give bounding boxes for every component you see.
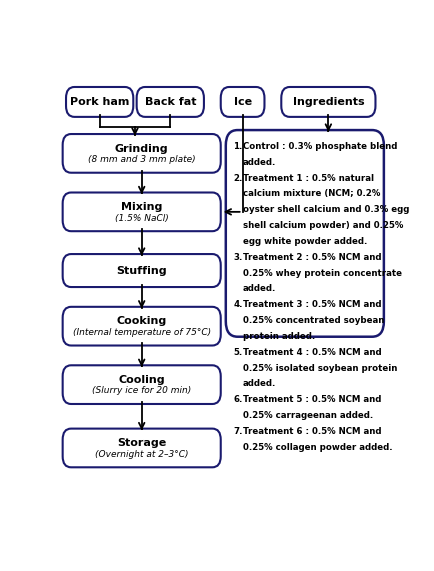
Text: 0.25% concentrated soybean: 0.25% concentrated soybean xyxy=(243,316,384,325)
Text: 6.: 6. xyxy=(233,395,243,404)
Text: protein added.: protein added. xyxy=(243,332,315,341)
Text: Back fat: Back fat xyxy=(145,97,196,107)
Text: Mixing: Mixing xyxy=(121,202,162,212)
Text: Cooling: Cooling xyxy=(118,375,165,385)
Text: (8 mm and 3 mm plate): (8 mm and 3 mm plate) xyxy=(88,155,195,164)
Text: 3.: 3. xyxy=(233,253,243,262)
FancyBboxPatch shape xyxy=(62,134,221,172)
Text: Control : 0.3% phosphate blend: Control : 0.3% phosphate blend xyxy=(243,142,397,151)
Text: Treatment 6 : 0.5% NCM and: Treatment 6 : 0.5% NCM and xyxy=(243,427,381,436)
FancyBboxPatch shape xyxy=(66,87,133,117)
Text: oyster shell calcium and 0.3% egg: oyster shell calcium and 0.3% egg xyxy=(243,205,409,214)
Text: 4.: 4. xyxy=(233,300,243,309)
Text: added.: added. xyxy=(243,284,276,293)
Text: 0.25% carrageenan added.: 0.25% carrageenan added. xyxy=(243,411,373,420)
Text: (Internal temperature of 75°C): (Internal temperature of 75°C) xyxy=(72,328,211,337)
Text: egg white powder added.: egg white powder added. xyxy=(243,237,367,246)
Text: 7.: 7. xyxy=(233,427,243,436)
Text: calcium mixture (NCM; 0.2%: calcium mixture (NCM; 0.2% xyxy=(243,190,380,199)
Text: (Overnight at 2–3°C): (Overnight at 2–3°C) xyxy=(95,449,188,459)
FancyBboxPatch shape xyxy=(226,130,384,337)
FancyBboxPatch shape xyxy=(137,87,204,117)
Text: Ice: Ice xyxy=(233,97,252,107)
Text: (Slurry ice for 20 min): (Slurry ice for 20 min) xyxy=(92,387,191,395)
Text: 0.25% isolated soybean protein: 0.25% isolated soybean protein xyxy=(243,364,397,372)
Text: added.: added. xyxy=(243,379,276,388)
FancyBboxPatch shape xyxy=(281,87,375,117)
Text: Treatment 5 : 0.5% NCM and: Treatment 5 : 0.5% NCM and xyxy=(243,395,381,404)
FancyBboxPatch shape xyxy=(62,429,221,467)
Text: Stuffing: Stuffing xyxy=(116,266,167,276)
Text: Treatment 2 : 0.5% NCM and: Treatment 2 : 0.5% NCM and xyxy=(243,253,381,262)
Text: added.: added. xyxy=(243,158,276,167)
Text: Grinding: Grinding xyxy=(115,143,168,154)
Text: Pork ham: Pork ham xyxy=(70,97,129,107)
Text: shell calcium powder) and 0.25%: shell calcium powder) and 0.25% xyxy=(243,221,403,230)
Text: 0.25% collagen powder added.: 0.25% collagen powder added. xyxy=(243,443,392,452)
Text: Treatment 4 : 0.5% NCM and: Treatment 4 : 0.5% NCM and xyxy=(243,348,381,357)
Text: (1.5% NaCl): (1.5% NaCl) xyxy=(115,214,168,223)
Text: Storage: Storage xyxy=(117,438,166,448)
FancyBboxPatch shape xyxy=(62,192,221,231)
Text: Treatment 3 : 0.5% NCM and: Treatment 3 : 0.5% NCM and xyxy=(243,300,381,309)
Text: 5.: 5. xyxy=(233,348,243,357)
FancyBboxPatch shape xyxy=(62,254,221,287)
Text: 0.25% whey protein concentrate: 0.25% whey protein concentrate xyxy=(243,268,401,278)
Text: Treatment 1 : 0.5% natural: Treatment 1 : 0.5% natural xyxy=(243,174,374,183)
Text: Ingredients: Ingredients xyxy=(293,97,364,107)
FancyBboxPatch shape xyxy=(62,307,221,345)
FancyBboxPatch shape xyxy=(221,87,264,117)
Text: Cooking: Cooking xyxy=(117,316,167,327)
FancyBboxPatch shape xyxy=(62,365,221,404)
Text: 1.: 1. xyxy=(233,142,243,151)
Text: 2.: 2. xyxy=(233,174,243,183)
